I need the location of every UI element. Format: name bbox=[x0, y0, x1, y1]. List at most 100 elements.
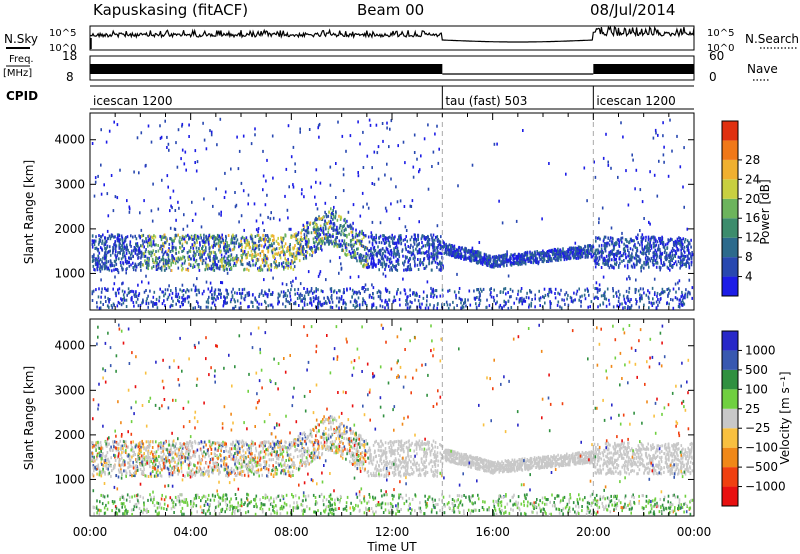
range-gate-cell bbox=[170, 238, 173, 241]
range-gate-cell bbox=[423, 236, 426, 240]
range-gate-cell bbox=[155, 302, 158, 306]
range-gate-cell bbox=[413, 237, 415, 241]
range-gate-cell bbox=[630, 264, 633, 268]
nave-tick-top: 60 bbox=[709, 49, 724, 63]
range-gate-cell bbox=[677, 248, 680, 252]
range-gate-cell bbox=[565, 252, 567, 256]
range-gate-cell bbox=[290, 298, 292, 302]
range-gate-cell bbox=[389, 261, 392, 265]
range-gate-cell bbox=[250, 233, 253, 237]
range-gate-cell bbox=[659, 268, 661, 272]
range-gate-cell bbox=[187, 255, 189, 259]
range-gate-cell bbox=[299, 127, 301, 131]
range-gate-cell bbox=[208, 242, 210, 246]
range-gate-cell bbox=[352, 253, 355, 257]
range-gate-cell bbox=[432, 233, 435, 237]
colorbar-tick-label: 24 bbox=[745, 172, 760, 186]
range-gate-cell bbox=[140, 256, 142, 260]
range-gate-cell bbox=[431, 244, 434, 248]
range-gate-cell bbox=[319, 240, 321, 244]
range-gate-cell bbox=[519, 259, 521, 263]
range-gate-cell bbox=[639, 229, 641, 232]
range-gate-cell bbox=[680, 248, 682, 252]
range-gate-cell bbox=[499, 291, 502, 294]
range-gate-cell bbox=[105, 259, 108, 263]
range-gate-cell bbox=[507, 291, 509, 294]
range-gate-cell bbox=[493, 142, 496, 146]
range-gate-cell bbox=[450, 249, 453, 253]
range-gate-cell bbox=[289, 243, 291, 246]
range-gate-cell bbox=[311, 303, 313, 307]
range-gate-cell bbox=[345, 253, 348, 257]
range-gate-cell bbox=[635, 302, 638, 306]
range-gate-cell bbox=[365, 252, 367, 256]
range-gate-cell bbox=[101, 241, 103, 245]
range-gate-cell bbox=[320, 239, 323, 243]
range-gate-cell bbox=[496, 259, 499, 263]
range-gate-cell bbox=[370, 262, 372, 266]
range-gate-cell bbox=[232, 258, 234, 262]
range-gate-cell bbox=[165, 267, 168, 271]
range-gate-cell bbox=[395, 244, 398, 248]
range-gate-cell bbox=[307, 245, 310, 248]
range-gate-cell bbox=[349, 134, 352, 138]
range-gate-cell bbox=[260, 264, 262, 268]
range-gate-cell bbox=[550, 248, 552, 252]
range-gate-cell bbox=[129, 240, 132, 244]
range-gate-cell bbox=[493, 265, 495, 269]
range-gate-cell bbox=[182, 302, 184, 306]
range-gate-cell bbox=[393, 247, 395, 251]
range-gate-cell bbox=[612, 248, 615, 252]
range-gate-cell bbox=[282, 302, 284, 306]
range-gate-cell bbox=[153, 253, 156, 256]
range-gate-cell bbox=[168, 266, 171, 269]
range-gate-cell bbox=[386, 256, 389, 260]
range-gate-cell bbox=[171, 258, 174, 262]
range-gate-cell bbox=[681, 290, 683, 294]
range-gate-cell bbox=[559, 248, 562, 252]
range-gate-cell bbox=[354, 250, 356, 254]
range-gate-cell bbox=[345, 302, 347, 306]
range-gate-cell bbox=[306, 287, 309, 291]
range-gate-cell bbox=[584, 288, 586, 292]
range-gate-cell bbox=[629, 247, 632, 251]
range-gate-cell bbox=[249, 264, 252, 268]
range-gate-cell bbox=[254, 247, 257, 251]
range-gate-cell bbox=[424, 306, 427, 310]
range-gate-cell bbox=[344, 243, 347, 247]
range-gate-cell bbox=[164, 288, 167, 292]
range-gate-cell bbox=[436, 224, 439, 228]
range-gate-cell bbox=[305, 250, 308, 254]
range-gate-cell bbox=[656, 240, 659, 244]
range-gate-cell bbox=[218, 248, 220, 252]
range-gate-cell bbox=[105, 300, 107, 303]
range-gate-cell bbox=[421, 234, 424, 238]
range-gate-cell bbox=[168, 247, 170, 251]
range-gate-cell bbox=[449, 303, 451, 307]
range-gate-cell bbox=[499, 264, 501, 268]
range-gate-cell bbox=[330, 289, 333, 293]
colorbar-swatch bbox=[722, 257, 738, 277]
range-gate-cell bbox=[124, 255, 127, 259]
range-gate-cell bbox=[398, 298, 401, 302]
range-gate-cell bbox=[147, 124, 150, 128]
range-gate-cell bbox=[361, 256, 364, 260]
range-gate-cell bbox=[194, 306, 196, 310]
range-gate-cell bbox=[104, 246, 106, 250]
y-tick-label: 2000 bbox=[54, 222, 85, 236]
range-gate-cell bbox=[627, 260, 629, 263]
range-gate-cell bbox=[479, 294, 481, 298]
range-gate-cell bbox=[626, 294, 629, 298]
range-gate-cell bbox=[132, 261, 134, 265]
range-gate-cell bbox=[111, 233, 113, 237]
range-gate-cell bbox=[685, 288, 687, 292]
range-gate-cell bbox=[438, 242, 441, 246]
range-gate-cell bbox=[259, 236, 262, 240]
range-gate-cell bbox=[536, 250, 538, 253]
range-gate-cell bbox=[432, 246, 434, 250]
range-gate-cell bbox=[611, 241, 614, 244]
range-gate-cell bbox=[482, 260, 484, 264]
range-gate-cell bbox=[504, 303, 507, 307]
range-gate-cell bbox=[369, 293, 371, 297]
range-gate-cell bbox=[439, 247, 442, 251]
